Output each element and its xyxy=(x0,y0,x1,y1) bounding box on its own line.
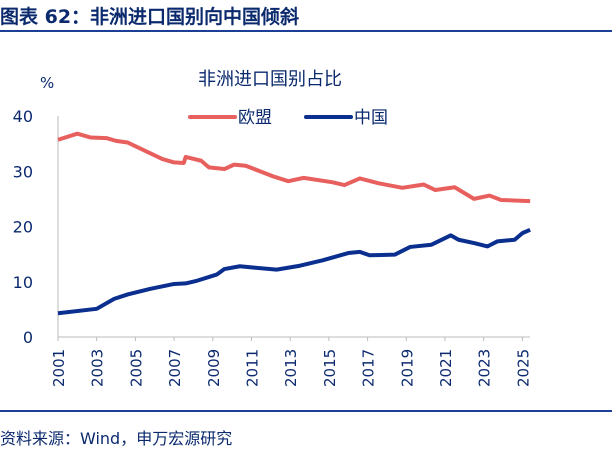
x-tick-label: 2013 xyxy=(282,349,300,387)
x-tick-label: 2021 xyxy=(437,349,455,387)
top-divider xyxy=(0,30,612,32)
y-tick-label: 30 xyxy=(13,162,33,181)
x-tick-label: 2019 xyxy=(398,349,416,387)
x-tick-label: 2011 xyxy=(244,349,262,387)
y-tick-label: 10 xyxy=(13,273,33,292)
x-tick-label: 2017 xyxy=(360,349,378,387)
line-chart: 非洲进口国别占比 % 欧盟 中国 0 10 20 30 40 2001 2003 2005 2007… xyxy=(13,69,533,387)
x-tick-label: 2007 xyxy=(166,349,184,387)
x-tick-label: 2025 xyxy=(514,349,532,387)
series-line-eu xyxy=(57,131,531,204)
bottom-divider xyxy=(0,410,612,412)
x-tick-label: 2009 xyxy=(205,349,223,387)
x-tick-label: 2023 xyxy=(476,349,494,387)
x-tick-label: 2001 xyxy=(50,349,68,387)
source-note: 资料来源：Wind，申万宏源研究 xyxy=(0,429,233,448)
legend-label: 欧盟 xyxy=(238,108,272,128)
y-tick-label: 40 xyxy=(13,107,33,126)
y-unit: % xyxy=(40,74,54,92)
y-tick-label: 0 xyxy=(23,328,33,347)
y-tick-label: 20 xyxy=(13,218,33,237)
x-tick-label: 2005 xyxy=(127,349,145,387)
figure-title: 图表 62：非洲进口国别向中国倾斜 xyxy=(0,6,300,28)
x-tick-label: 2003 xyxy=(89,349,107,387)
chart-title: 非洲进口国别占比 xyxy=(198,69,342,90)
x-tick-label: 2015 xyxy=(321,349,339,387)
series-line-china xyxy=(57,227,531,316)
legend-label: 中国 xyxy=(354,108,388,128)
